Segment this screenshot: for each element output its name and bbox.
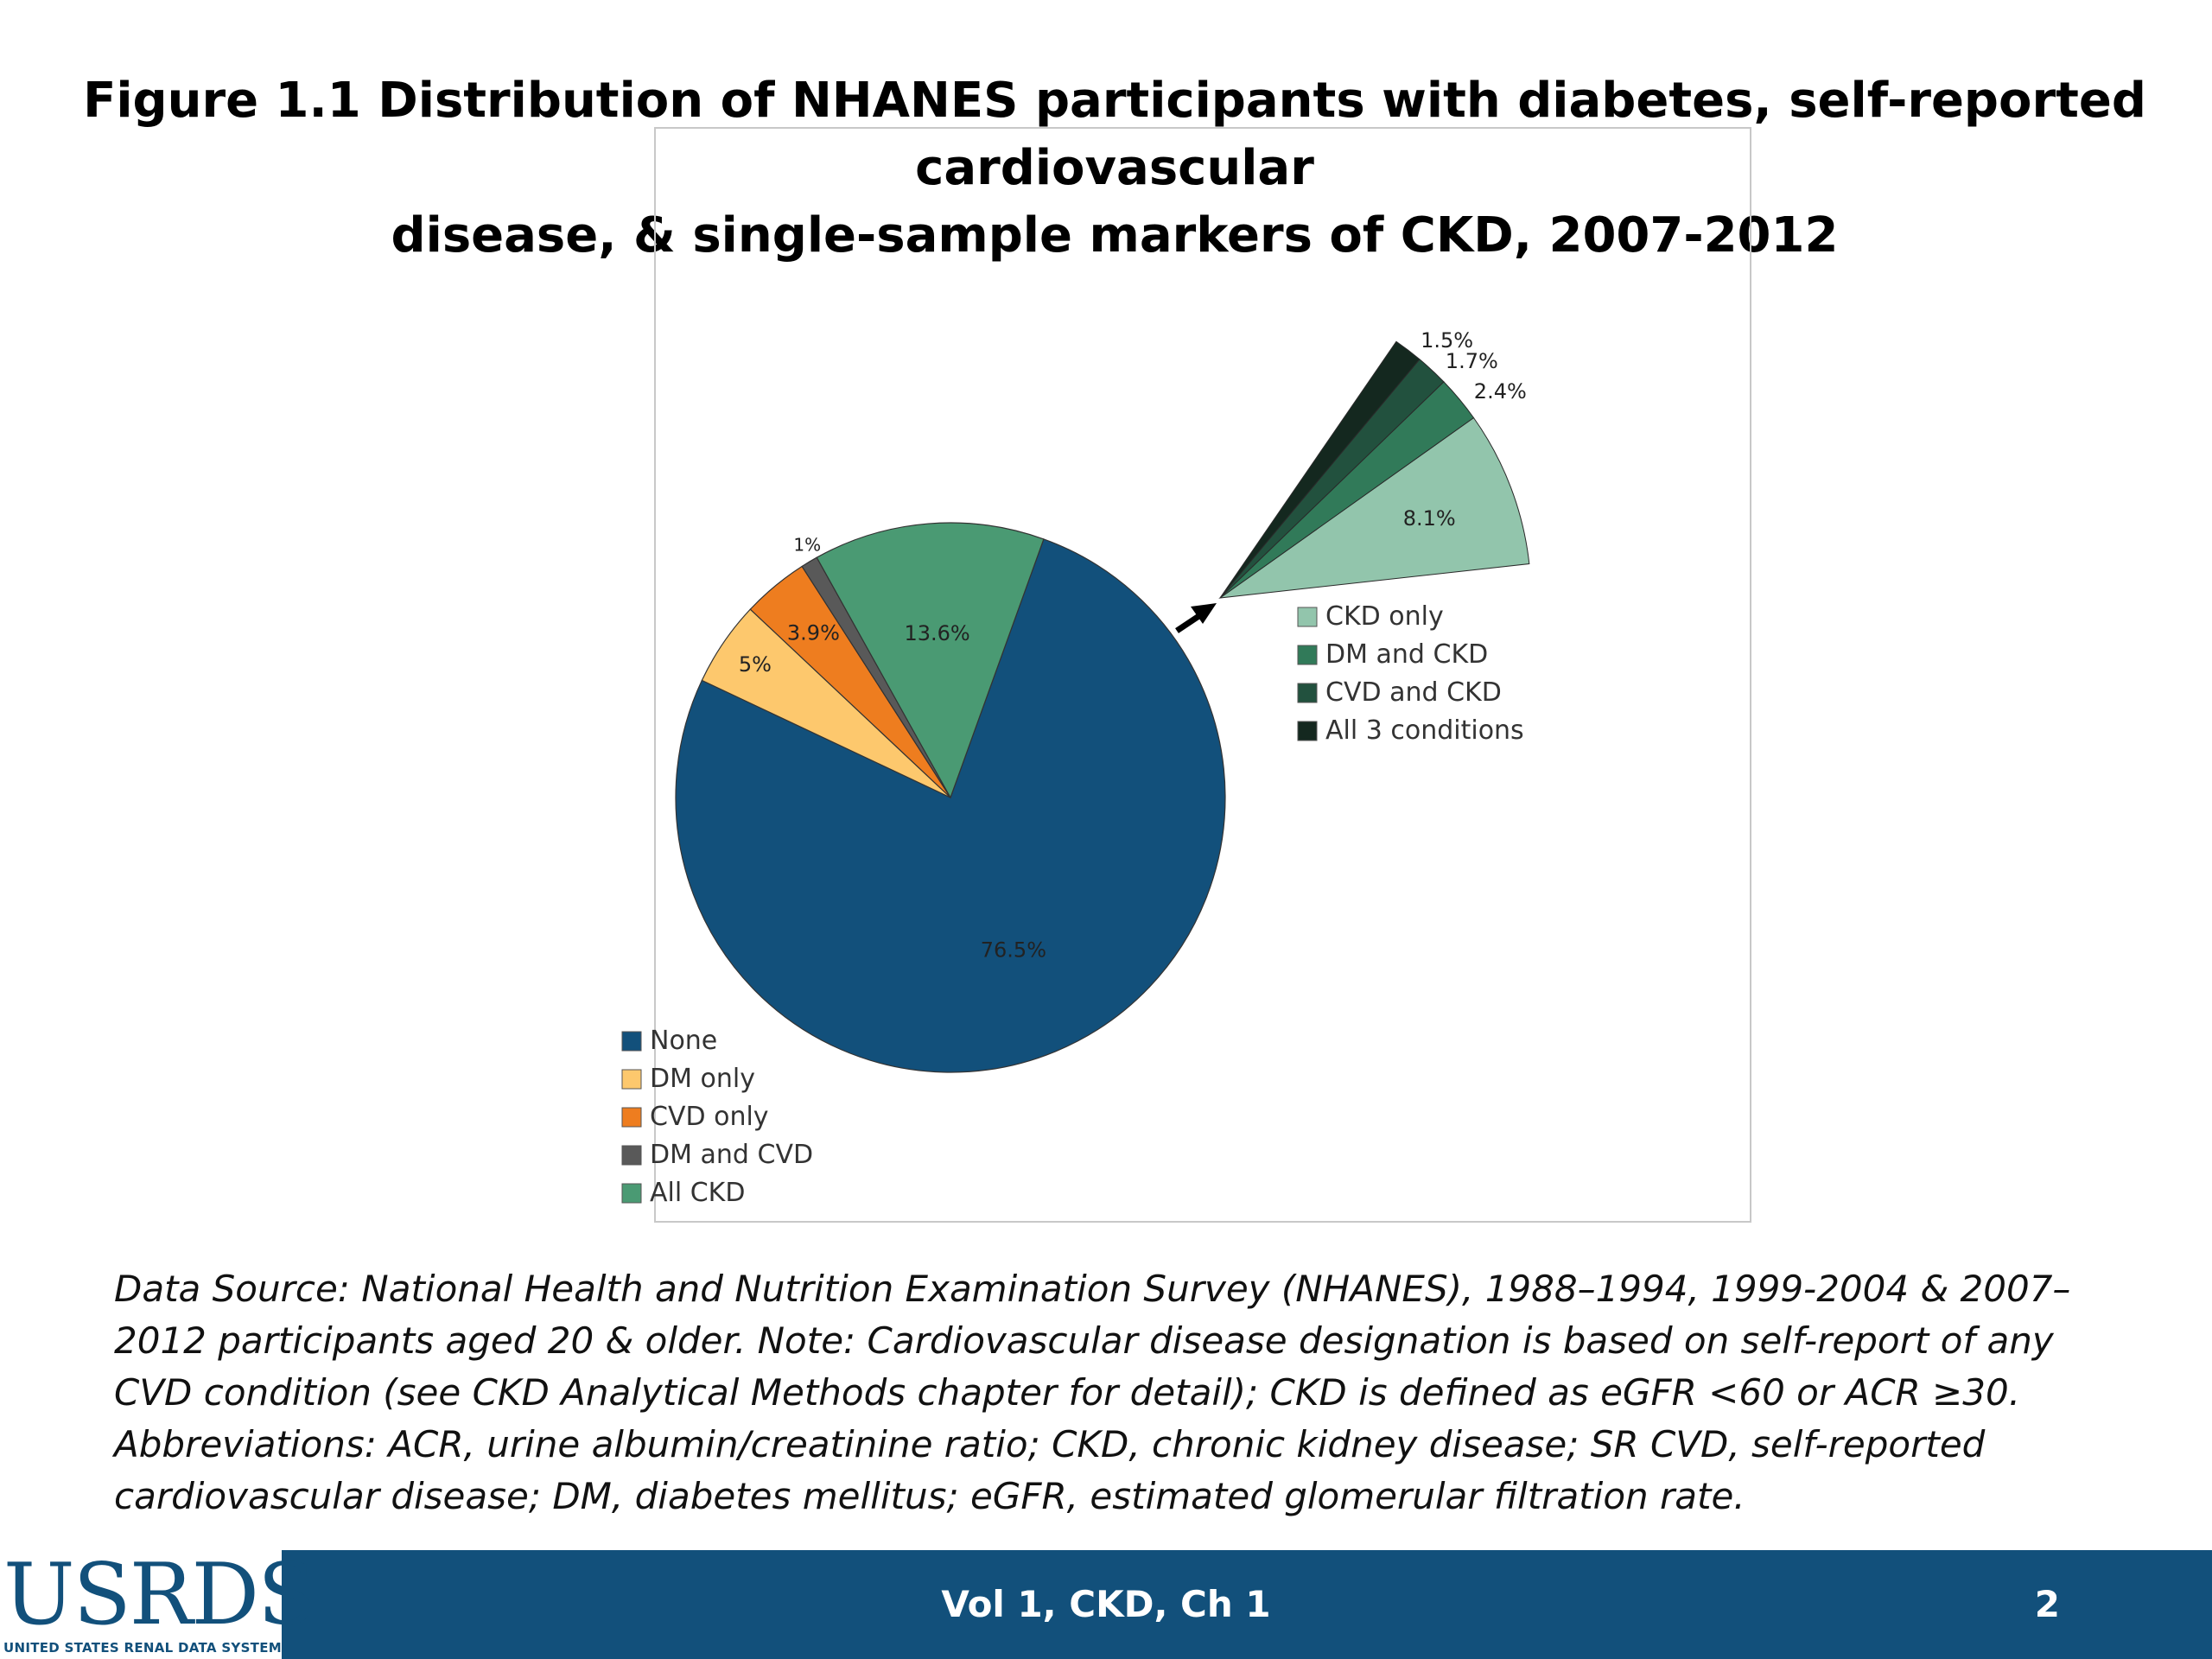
detail-legend: CKD only DM and CKD CVD and CKD All 3 condi… [1297, 601, 1524, 746]
figure-title: Figure 1.1 Distribution of NHANES partic… [35, 67, 2195, 270]
detail-legend-swatch-cvd-and-ckd [1297, 683, 1318, 703]
legend-label-cvd-only: CVD only [650, 1102, 769, 1132]
title-line-2: disease, & single-sample markers of CKD,… [391, 207, 1839, 264]
detail-label-ckd-only: 8.1% [1403, 506, 1456, 531]
detail-legend-label-all-3-conditions: All 3 conditions [1325, 715, 1524, 746]
detail-slice-ckd-only [1218, 416, 1530, 599]
detail-legend-swatch-ckd-only [1297, 607, 1318, 627]
legend-label-all-ckd: All CKD [650, 1178, 745, 1208]
detail-legend-label-dm-and-ckd: DM and CKD [1325, 639, 1488, 670]
title-line-1: Figure 1.1 Distribution of NHANES partic… [83, 73, 2146, 196]
main-pie-labels: 76.5% 5% 3.9% 1% 13.6% [739, 535, 1046, 963]
legend-swatch-dm-only [621, 1069, 642, 1090]
usrds-logo: USRDS UNITED STATES RENAL DATA SYSTEM [0, 1548, 315, 1659]
legend-swatch-cvd-only [621, 1107, 642, 1128]
detail-legend-label-ckd-only: CKD only [1325, 601, 1444, 632]
legend-label-dm-and-cvd: DM and CVD [650, 1140, 813, 1170]
main-legend: None DM only CVD only DM and CVD All CKD [621, 1026, 813, 1208]
detail-legend-swatch-all-3-conditions [1297, 721, 1318, 741]
legend-swatch-none [621, 1031, 642, 1052]
arrow-icon [1175, 603, 1217, 633]
slice-all-ckd [816, 522, 1045, 799]
legend-swatch-all-ckd [621, 1183, 642, 1204]
footer-bar: USRDS UNITED STATES RENAL DATA SYSTEM Vo… [0, 1548, 2212, 1659]
label-none: 76.5% [981, 938, 1046, 962]
detail-label-all-3-conditions: 1.5% [1421, 328, 1473, 353]
logo-subtitle: UNITED STATES RENAL DATA SYSTEM [3, 1640, 282, 1656]
label-all-ckd: 13.6% [904, 621, 969, 645]
plot-frame [654, 127, 1751, 1223]
label-cvd-only: 3.9% [787, 620, 840, 645]
legend-swatch-dm-and-cvd [621, 1145, 642, 1166]
label-dm-and-cvd: 1% [793, 535, 821, 556]
data-source-note: Data Source: National Health and Nutriti… [114, 1268, 2071, 1517]
slice-none [675, 538, 1226, 1073]
legend-label-dm-only: DM only [650, 1064, 755, 1094]
detail-label-cvd-and-ckd: 1.7% [1446, 349, 1498, 373]
detail-pie-labels: 8.1% 2.4% 1.7%1.5% [1403, 328, 1527, 531]
legend-label-none: None [650, 1026, 717, 1056]
detail-slice-all-3-conditions [1219, 340, 1421, 599]
detail-legend-label-cvd-and-ckd: CVD and CKD [1325, 677, 1502, 708]
detail-label-dm-and-ckd: 2.4% [1474, 379, 1527, 404]
logo-wordmark: USRDS [3, 1546, 315, 1644]
footer-section-label: Vol 1, CKD, Ch 1 [941, 1583, 1271, 1625]
page-number: 2 [2034, 1583, 2060, 1625]
detail-legend-swatch-dm-and-ckd [1297, 645, 1318, 665]
main-pie [675, 522, 1226, 1073]
detail-pie [1218, 340, 1530, 599]
label-dm-only: 5% [739, 652, 772, 677]
